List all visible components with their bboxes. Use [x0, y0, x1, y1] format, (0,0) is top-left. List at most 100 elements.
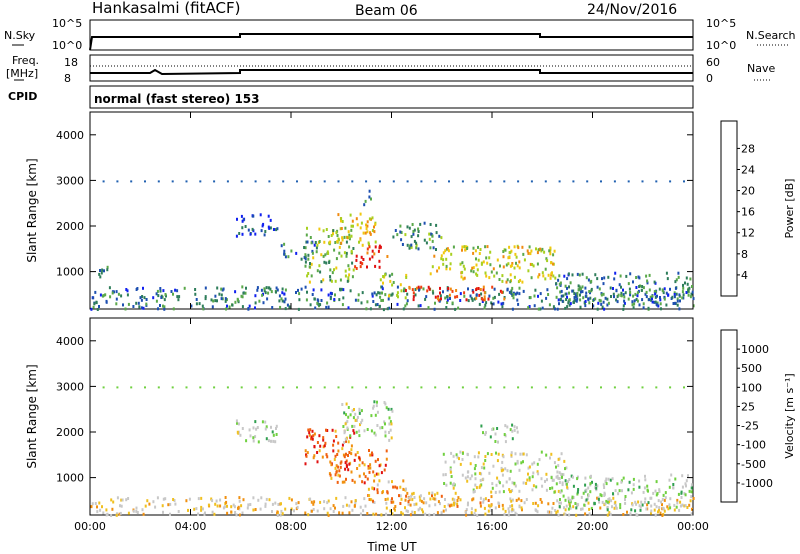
data-cell — [260, 496, 263, 500]
data-cell — [330, 463, 333, 467]
data-cell — [96, 308, 99, 311]
data-cell — [507, 507, 510, 511]
data-cell — [523, 501, 526, 505]
data-cell — [588, 512, 591, 516]
data-cell — [519, 278, 522, 282]
y-axis-title: Slant Range [km] — [25, 158, 39, 262]
data-cell — [492, 464, 495, 468]
data-cell — [560, 489, 563, 493]
data-cell — [684, 504, 687, 508]
data-cell — [508, 477, 511, 481]
data-cell — [641, 503, 644, 507]
data-cell — [361, 291, 364, 295]
data-cell — [606, 297, 609, 301]
data-cell — [358, 411, 361, 415]
data-cell — [276, 288, 279, 292]
data-cell — [514, 462, 517, 466]
data-cell — [240, 504, 243, 508]
data-cell — [630, 491, 633, 495]
data-cell — [682, 286, 685, 290]
data-cell — [308, 433, 311, 437]
data-cell — [474, 508, 477, 512]
data-cell — [655, 505, 658, 509]
data-cell — [587, 278, 590, 282]
data-cell — [549, 456, 551, 460]
data-cell — [692, 497, 695, 500]
x-axis-title: Time UT — [366, 540, 417, 554]
data-cell — [475, 257, 477, 261]
data-cell — [487, 297, 490, 301]
data-cell — [404, 498, 407, 502]
data-cell — [690, 512, 693, 516]
data-cell — [320, 280, 323, 284]
data-cell — [374, 240, 377, 244]
data-cell — [293, 509, 295, 513]
data-cell — [335, 464, 338, 468]
data-cell — [268, 226, 271, 230]
data-cell — [391, 512, 394, 516]
data-cell — [444, 473, 447, 477]
data-cell — [370, 217, 372, 221]
data-cell — [620, 480, 623, 484]
data-cell — [678, 293, 681, 297]
data-cell — [580, 290, 582, 294]
data-cell — [428, 237, 431, 241]
data-cell — [467, 299, 470, 303]
data-cell — [435, 248, 437, 251]
data-cell — [525, 498, 528, 501]
data-cell — [334, 466, 337, 470]
data-cell — [369, 231, 372, 235]
data-cell — [592, 304, 595, 308]
data-cell — [238, 499, 241, 503]
data-cell — [333, 248, 336, 252]
data-cell — [532, 264, 535, 268]
data-cell — [326, 429, 329, 432]
data-cell — [659, 296, 661, 299]
data-cell — [559, 298, 562, 302]
data-cell — [445, 257, 448, 261]
data-cell — [451, 289, 454, 293]
range-line-dot — [586, 386, 589, 389]
data-cell — [402, 307, 405, 311]
data-cell — [483, 306, 486, 310]
data-cell — [201, 304, 204, 308]
data-cell — [236, 430, 239, 434]
data-cell — [303, 246, 306, 249]
data-cell — [459, 450, 462, 454]
data-cell — [353, 424, 356, 428]
data-cell — [388, 438, 391, 442]
data-cell — [623, 301, 626, 305]
data-cell — [576, 490, 579, 494]
data-cell — [122, 303, 124, 307]
data-cell — [241, 427, 244, 430]
data-cell — [187, 508, 189, 512]
data-cell — [537, 504, 540, 508]
data-cell — [558, 282, 561, 286]
data-cell — [489, 505, 491, 509]
data-cell — [553, 461, 556, 465]
data-cell — [113, 290, 115, 294]
data-cell — [221, 297, 224, 301]
freq-unit-label: [MHz] — [6, 67, 38, 80]
data-cell — [673, 508, 676, 512]
data-cell — [408, 246, 411, 250]
data-cell — [263, 287, 266, 291]
data-cell — [645, 295, 648, 299]
data-cell — [444, 460, 447, 464]
y-tick-label: 1000 — [56, 472, 84, 485]
data-cell — [472, 246, 475, 250]
data-cell — [96, 510, 99, 514]
data-cell — [212, 299, 215, 303]
range-line-dot — [544, 180, 547, 183]
data-cell — [373, 230, 376, 234]
data-cell — [90, 307, 93, 311]
data-cell — [345, 439, 347, 443]
data-cell — [488, 471, 491, 475]
data-cell — [514, 252, 517, 256]
data-cell — [653, 502, 656, 506]
data-cell — [444, 296, 447, 300]
range-line-dot — [102, 386, 105, 389]
data-cell — [92, 305, 95, 309]
data-cell — [318, 240, 321, 243]
data-cell — [442, 258, 445, 262]
